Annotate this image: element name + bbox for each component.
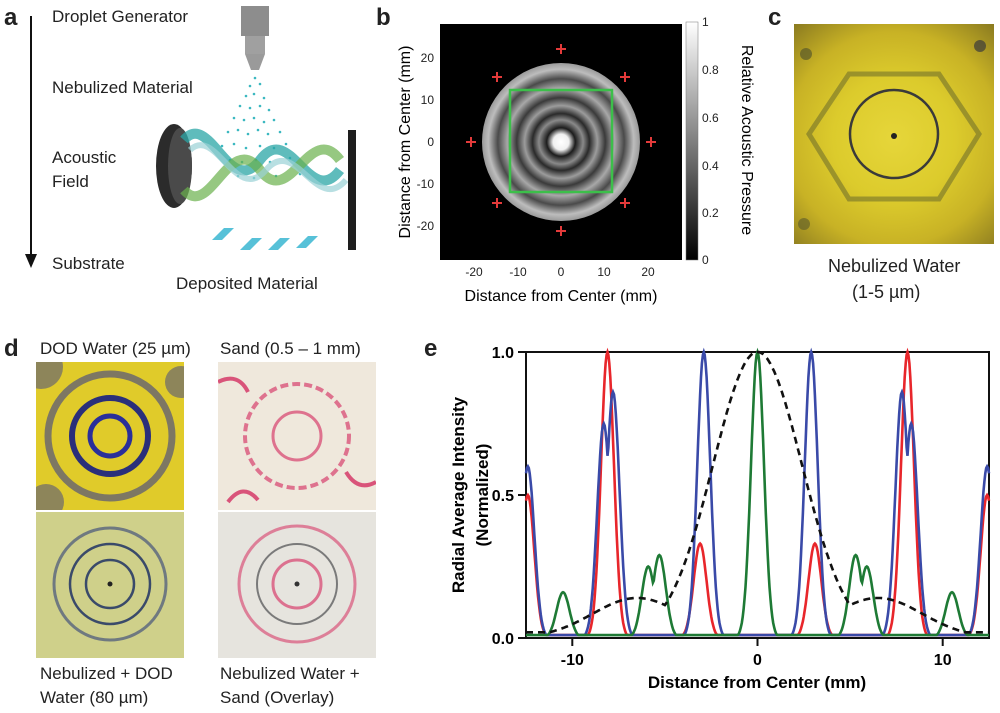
series-red-line <box>524 347 991 637</box>
panel-d-label: d <box>4 335 19 362</box>
right-reflector <box>348 130 356 250</box>
step-nebulized-material: Nebulized Material <box>52 78 193 97</box>
step-droplet-generator: Droplet Generator <box>52 7 189 26</box>
b-xtick-2: -10 <box>509 265 527 279</box>
colorbar-label: Relative Acoustic Pressure <box>738 45 755 235</box>
transducer-markers <box>466 44 656 236</box>
wave-teal <box>180 128 344 186</box>
cbar-tick-3: 0.6 <box>702 111 719 125</box>
d-bottom-right-line2: Sand (Overlay) <box>220 688 335 707</box>
b-ytick-5: -20 <box>417 219 435 233</box>
d-bottom-right-line1: Nebulized Water + <box>220 664 360 683</box>
sand-photo <box>218 362 376 510</box>
d-top-right-label: Sand (0.5 – 1 mm) <box>220 339 361 358</box>
d-bottom-left-line1: Nebulized + DOD <box>40 664 173 683</box>
step-acoustic: Acoustic <box>52 148 117 167</box>
e-ylabel-line2: (Normalized) <box>473 444 492 547</box>
deposited-material-label: Deposited Material <box>176 274 318 293</box>
dod-water-photo <box>36 362 184 510</box>
nebulized-dod-photo <box>36 512 184 658</box>
series-blue-line <box>524 347 991 637</box>
cbar-tick-5: 0.2 <box>702 206 719 220</box>
cbar-tick-2: 0.8 <box>702 63 719 77</box>
cbar-tick-6: 0 <box>702 253 709 267</box>
e-ytick-label: 0.0 <box>492 631 514 648</box>
b-ytick-4: -10 <box>417 177 435 191</box>
e-ytick-label: 0.5 <box>492 488 514 505</box>
c-caption-line1: Nebulized Water <box>828 256 961 276</box>
radial-intensity-chart: -10 0 10 0.0 0.5 1.0 Distance from Center (mm… <box>449 345 991 692</box>
b-xtick-3: 0 <box>558 265 565 279</box>
flow-arrow <box>25 16 37 268</box>
c-caption-line2: (1-5 µm) <box>852 282 921 302</box>
b-xtick-4: 10 <box>597 265 611 279</box>
b-xtick-1: -20 <box>465 265 483 279</box>
pressure-map: -20 -10 0 10 20 20 10 0 -10 -20 Distance… <box>397 15 755 305</box>
d-bottom-left-line2: Water (80 µm) <box>40 688 149 707</box>
e-xlabel: Distance from Center (mm) <box>648 673 866 692</box>
series-dashed-line <box>526 350 989 634</box>
colorbar <box>685 21 699 261</box>
wave-green <box>180 144 344 202</box>
nebulized-water-photo <box>794 24 994 244</box>
e-xtick-label: 0 <box>753 652 762 669</box>
e-xtick-label: -10 <box>561 652 584 669</box>
panel-a-label: a <box>4 4 18 31</box>
step-field: Field <box>52 172 89 191</box>
e-ytick-label: 1.0 <box>492 345 514 362</box>
b-xlabel: Distance from Center (mm) <box>465 288 658 305</box>
b-ytick-1: 20 <box>421 51 435 65</box>
e-ylabel-line1: Radial Average Intensity <box>449 396 468 593</box>
b-ytick-3: 0 <box>427 135 434 149</box>
overlay-photo <box>218 512 376 658</box>
step-substrate: Substrate <box>52 254 125 273</box>
d-top-left-label: DOD Water (25 µm) <box>40 339 191 358</box>
b-ylabel: Distance from Center (mm) <box>397 46 414 239</box>
cbar-tick-1: 1 <box>702 15 709 29</box>
pressure-disk <box>482 63 640 221</box>
nozzle-body <box>241 6 269 36</box>
panel-e-label: e <box>424 335 438 362</box>
acoustic-setup-illustration <box>156 6 356 250</box>
panel-c-label: c <box>768 4 782 31</box>
b-xtick-5: 20 <box>641 265 655 279</box>
e-xtick-label: 10 <box>934 652 952 669</box>
panel-b-label: b <box>376 4 391 31</box>
deposited-stripes <box>212 228 318 250</box>
green-box <box>508 88 614 194</box>
cbar-tick-4: 0.4 <box>702 159 719 173</box>
b-ytick-2: 10 <box>421 93 435 107</box>
